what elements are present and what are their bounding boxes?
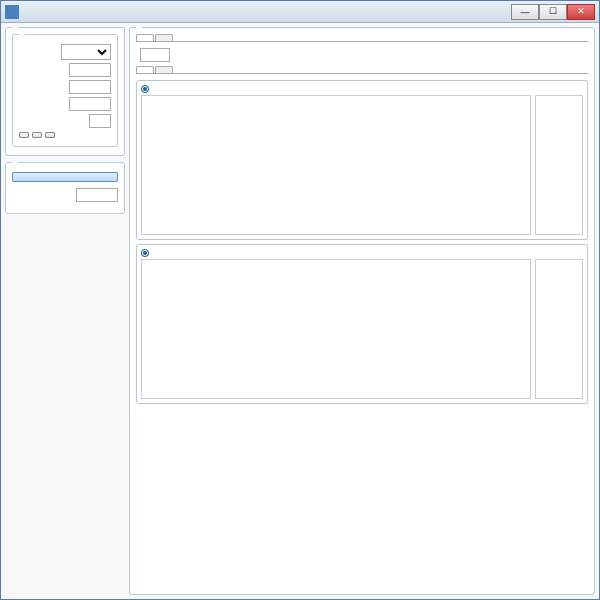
subtab-general[interactable] [136,66,154,73]
amplitudes-chart-group [136,244,588,404]
app-icon [5,5,19,19]
samples-input[interactable] [69,97,111,111]
logo [5,553,125,595]
radio-icon [141,85,149,93]
edit-button[interactable] [32,132,42,138]
amplitudes-chart [141,259,531,399]
variable-select[interactable] [61,44,111,60]
generation-group [5,27,125,156]
management-group [12,34,118,147]
radio-icon [141,249,149,257]
upper-limit-input[interactable] [69,63,111,77]
tab-history[interactable] [155,34,173,41]
minimize-button[interactable]: — [511,4,539,20]
simulation-group [5,162,125,214]
add-button[interactable] [19,132,29,138]
logo-dots-icon [11,554,26,576]
current-value-input[interactable] [76,188,118,202]
titlebar: — ☐ ✕ [1,1,599,23]
means-legend [535,95,583,235]
delete-button[interactable] [45,132,55,138]
subtab-histogram[interactable] [155,66,173,73]
maximize-button[interactable]: ☐ [539,4,567,20]
start-acquisition-button[interactable] [12,172,118,182]
tab-instant[interactable] [136,34,154,41]
groups-input[interactable] [140,48,170,62]
means-chart-group [136,80,588,240]
amplitudes-legend [535,259,583,399]
spc-group [129,27,595,595]
means-chart [141,95,531,235]
close-button[interactable]: ✕ [567,4,595,20]
lower-limit-input[interactable] [69,80,111,94]
sampling-time-input[interactable] [89,114,111,128]
